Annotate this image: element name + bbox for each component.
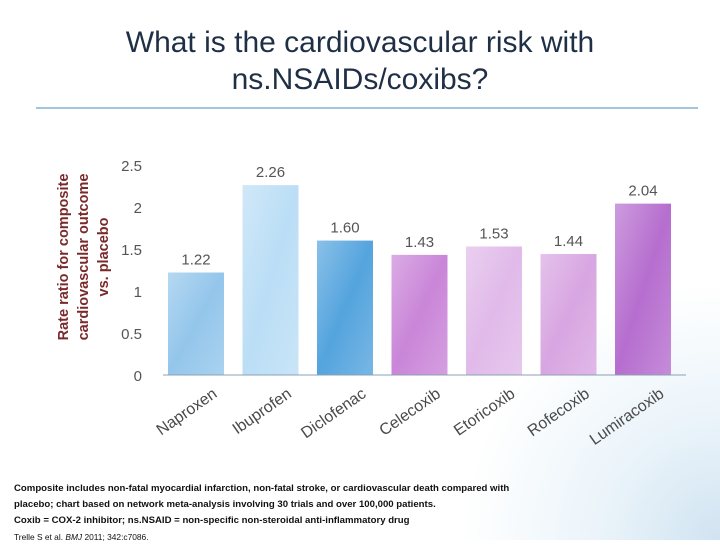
y-tick-label: 2: [134, 200, 142, 217]
reference-journal: BMJ: [65, 532, 83, 542]
bar-sheen: [615, 203, 671, 375]
y-axis-label-line-3: vs. placebo: [96, 217, 112, 296]
x-tick-label: Ibuprofen: [230, 385, 295, 438]
data-label: 2.26: [256, 164, 285, 181]
x-tick-label: Lumiracoxib: [587, 385, 667, 448]
footnote-reference: Trelle S et al. BMJ 2011; 342:c7086.: [14, 529, 614, 545]
y-axis-label-line-1: Rate ratio for composite: [56, 174, 72, 341]
y-tick-label: 1.5: [121, 242, 142, 259]
x-tick-label: Celecoxib: [376, 385, 443, 439]
reference-details: 2011; 342:c7086.: [84, 532, 149, 542]
data-label: 1.43: [405, 234, 434, 251]
title-line-2: ns.NSAIDs/coxibs?: [231, 63, 489, 96]
y-tick-label: 0.5: [121, 326, 142, 343]
y-axis-label-line-2: cardiovascular outcome: [76, 174, 92, 341]
bar-sheen: [168, 272, 224, 375]
x-tick-label: Naproxen: [154, 385, 221, 439]
footnote-line-2: placebo; chart based on network meta-ana…: [14, 499, 436, 510]
footnote-line-3: Coxib = COX-2 inhibitor; ns.NSAID = non-…: [14, 515, 410, 526]
reference-authors: Trelle S et al.: [14, 532, 64, 542]
x-tick-label: Rofecoxib: [525, 385, 593, 440]
bar-sheen: [466, 246, 522, 375]
data-label: 1.44: [554, 233, 583, 250]
bar-sheen: [391, 254, 448, 375]
bar-sheen: [242, 185, 299, 375]
footnote: Composite includes non-fatal myocardial …: [14, 481, 614, 545]
footnote-line-1: Composite includes non-fatal myocardial …: [14, 483, 510, 494]
data-label: 1.53: [479, 225, 508, 242]
bar-sheen: [317, 240, 373, 375]
data-label: 1.22: [181, 252, 210, 269]
data-label: 1.60: [330, 220, 359, 237]
y-tick-label: 2.5: [121, 158, 142, 175]
bar-chart: Rate ratio for composite cardiovascular …: [56, 158, 686, 449]
y-tick-label: 0: [134, 368, 142, 385]
title-divider: [36, 107, 698, 109]
x-tick-label: Diclofenac: [298, 385, 369, 442]
bar-sheen: [540, 254, 597, 375]
x-tick-label: Etoricoxib: [451, 385, 518, 439]
y-tick-label: 1: [134, 284, 142, 301]
title-line-1: What is the cardiovascular risk with: [125, 26, 595, 59]
page-title: What is the cardiovascular risk with ns.…: [40, 24, 680, 98]
data-label: 2.04: [628, 183, 657, 200]
